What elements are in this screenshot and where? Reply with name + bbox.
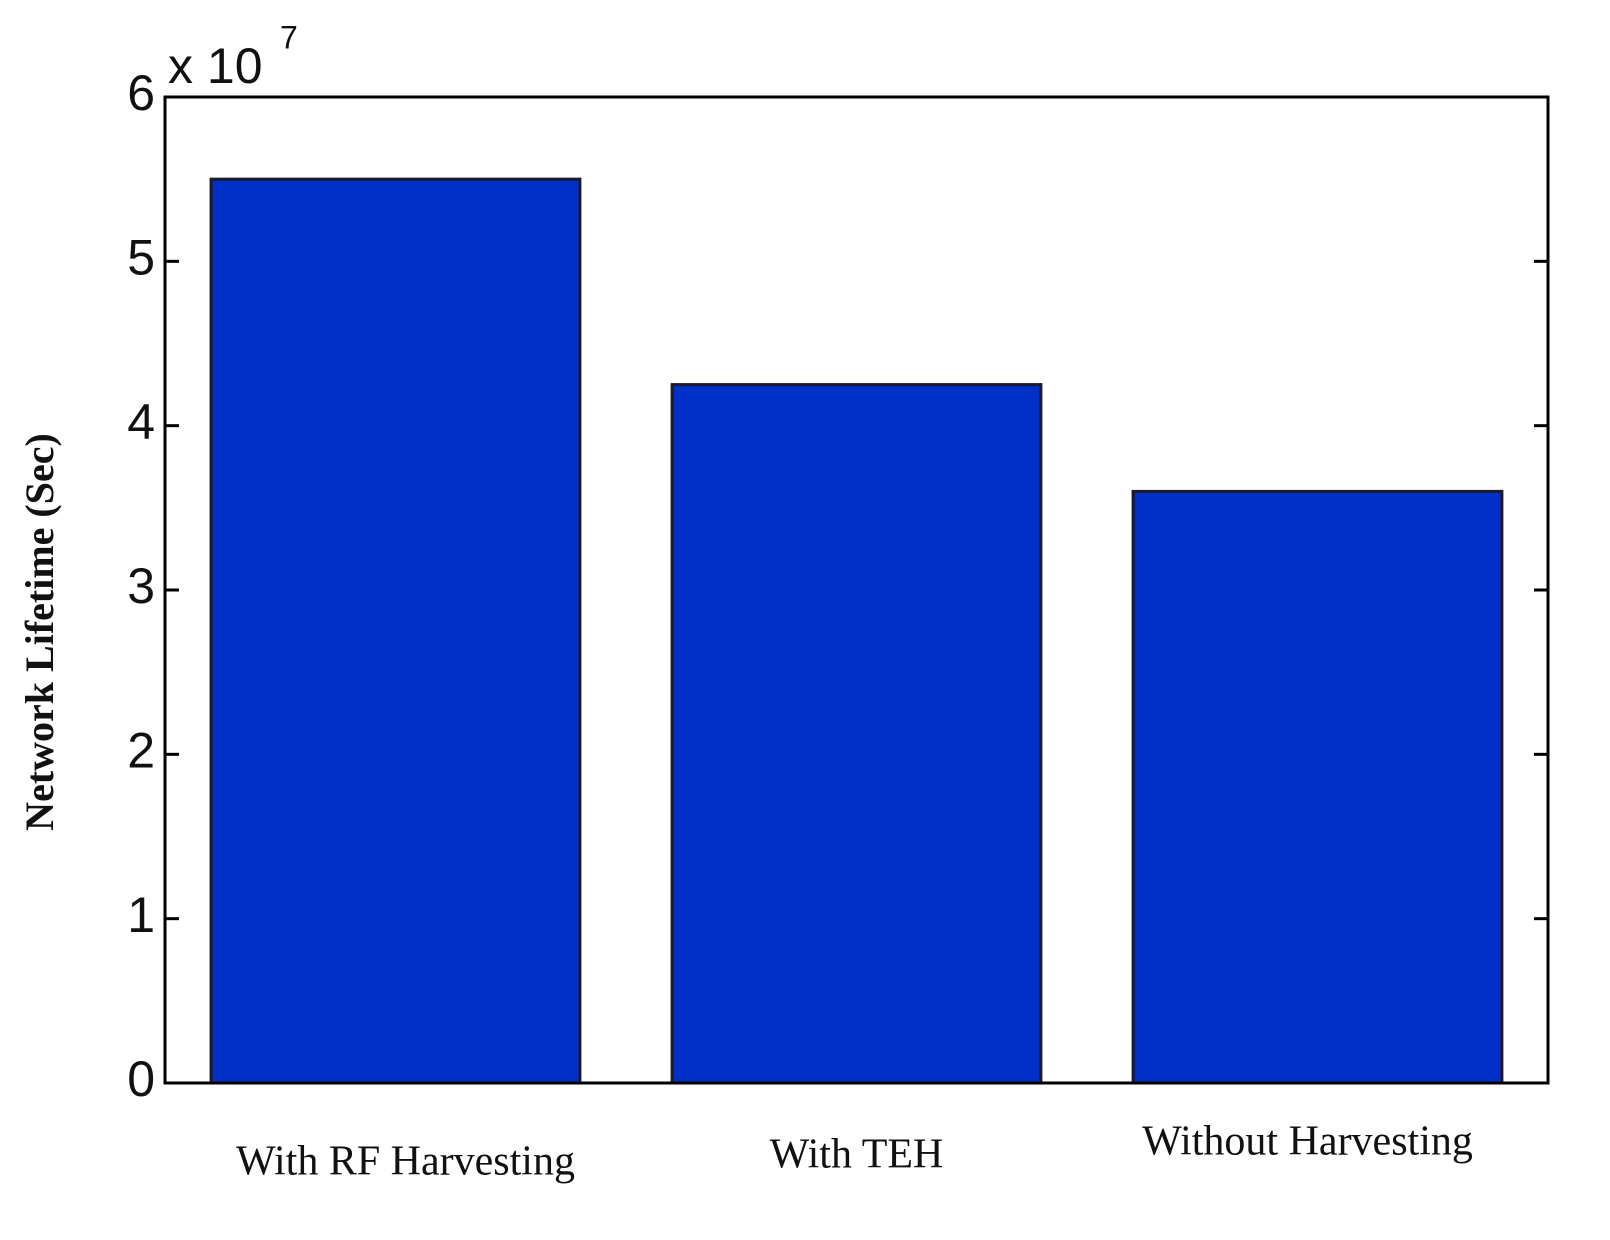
y-tick-label: 6 <box>127 65 155 121</box>
x-tick-label: With RF Harvesting <box>236 1139 575 1185</box>
y-tick-label: 0 <box>127 1051 155 1107</box>
y-tick-label: 5 <box>127 230 155 286</box>
y-multiplier-exponent: 7 <box>280 19 298 55</box>
x-tick-label: With TEH <box>770 1132 944 1178</box>
y-tick-label: 4 <box>127 394 155 450</box>
y-tick-label: 2 <box>127 723 155 779</box>
bar <box>670 383 1043 1085</box>
y-multiplier: x 10 <box>168 38 263 94</box>
x-tick-label: Without Harvesting <box>1142 1119 1473 1165</box>
y-tick-label: 3 <box>127 558 155 614</box>
bar <box>1131 489 1504 1085</box>
y-axis-label: Network Lifetime (Sec) <box>17 433 62 831</box>
bar <box>209 177 582 1085</box>
y-tick-label: 1 <box>127 887 155 943</box>
